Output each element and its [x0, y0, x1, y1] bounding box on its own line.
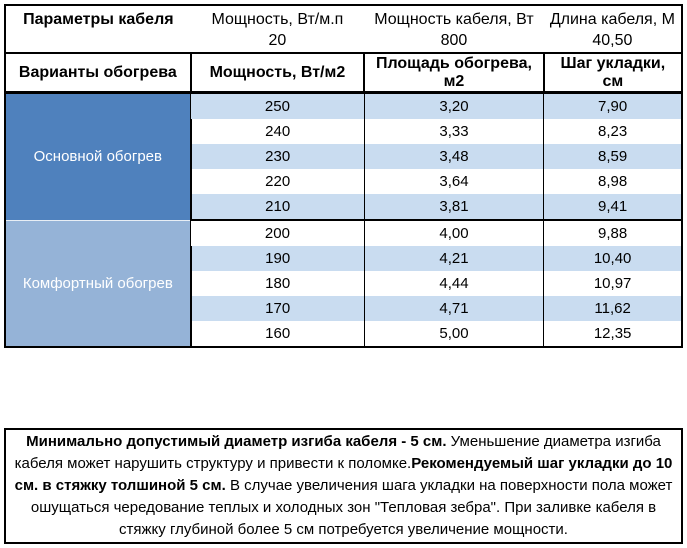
- installation-note-text: Минимально допустимый диаметр изгиба каб…: [6, 429, 681, 543]
- power-cell: 180: [189, 271, 365, 296]
- params-table-title: Параметры кабеля: [23, 11, 174, 28]
- params-values-row: 20 800 40,50: [5, 29, 682, 53]
- variants-header-row: Варианты обогрева Мощность, Вт/м2 Площад…: [5, 52, 682, 94]
- params-cable-length-value: 40,50: [592, 31, 633, 49]
- area-cell: 3,48: [363, 144, 544, 169]
- power-column-header: Мощность, Вт/м2: [189, 52, 365, 94]
- power-cell: 220: [189, 169, 365, 194]
- note-segment-bold: Рекомендуемый шаг укладки до 10 см. в ст…: [14, 455, 673, 494]
- step-cell: 11,62: [543, 296, 682, 321]
- area-column-header: Площадь обогрева, м2: [363, 52, 544, 94]
- table-row: 160 5,00 12,35: [5, 321, 682, 347]
- note-segment-bold: Минимально допустимый диаметр изгиба каб…: [26, 433, 447, 450]
- step-cell: 7,90: [543, 92, 682, 119]
- params-cable-power-label: Мощность кабеля, Вт: [374, 11, 534, 28]
- variants-column-header: Варианты обогрева: [5, 52, 191, 94]
- params-power-per-m-label: Мощность, Вт/м.п: [211, 11, 344, 28]
- table-row: Комфортный обогрев 200 4,00 9,88: [5, 219, 682, 347]
- area-cell: 4,00: [363, 219, 544, 246]
- section-label-main-heating: Основной обогрев: [5, 92, 191, 220]
- step-cell: 8,23: [543, 119, 682, 144]
- table-row: 230 3,48 8,59: [5, 144, 682, 169]
- installation-note-box: Минимально допустимый диаметр изгиба каб…: [4, 428, 683, 544]
- power-cell: 240: [189, 119, 365, 144]
- area-cell: 3,64: [363, 169, 544, 194]
- area-cell: 3,81: [363, 194, 544, 220]
- area-cell: 3,33: [363, 119, 544, 144]
- note-segment: В случае увеличения шага укладки на пове…: [30, 477, 673, 538]
- section-label-comfort-heating: Комфортный обогрев: [5, 219, 191, 347]
- params-power-per-m-value: 20: [268, 31, 287, 49]
- power-cell: 200: [190, 219, 365, 246]
- step-cell: 8,59: [543, 144, 682, 169]
- area-cell: 4,71: [363, 296, 544, 321]
- area-cell: 4,44: [363, 271, 544, 296]
- table-row: 170 4,71 11,62: [5, 296, 682, 321]
- power-cell: 160: [189, 321, 365, 347]
- power-cell: 210: [189, 194, 365, 220]
- step-cell: 10,97: [543, 271, 682, 296]
- area-cell: 4,21: [363, 246, 544, 271]
- power-cell: 190: [189, 246, 365, 271]
- params-labels-row: Параметры кабеля Мощность, Вт/м.п Мощнос…: [5, 5, 682, 29]
- step-cell: 9,41: [543, 194, 682, 220]
- table-row: Основной обогрев 250 3,20 7,90: [5, 92, 682, 220]
- table-row: 240 3,33 8,23: [5, 119, 682, 144]
- note-segment: Уменьшение диаметра изгиба кабеля может …: [14, 433, 661, 472]
- power-cell: 230: [189, 144, 365, 169]
- power-cell: 250: [190, 92, 365, 119]
- heating-cable-table: Параметры кабеля Мощность, Вт/м.п Мощнос…: [4, 4, 683, 348]
- params-cable-length-label: Длина кабеля, М: [549, 11, 675, 28]
- params-empty-cell: [5, 29, 191, 53]
- params-cable-power-value: 800: [440, 31, 468, 49]
- table-row: 210 3,81 9,41: [5, 194, 682, 220]
- step-cell: 8,98: [543, 169, 682, 194]
- step-cell: 12,35: [543, 321, 682, 347]
- area-cell: 3,20: [363, 92, 544, 119]
- power-cell: 170: [189, 296, 365, 321]
- step-cell: 10,40: [543, 246, 682, 271]
- step-cell: 9,88: [543, 219, 682, 246]
- table-row: 190 4,21 10,40: [5, 246, 682, 271]
- area-cell: 5,00: [363, 321, 544, 347]
- table-row: 220 3,64 8,98: [5, 169, 682, 194]
- table-row: 180 4,44 10,97: [5, 271, 682, 296]
- step-column-header: Шаг укладки, см: [542, 52, 682, 94]
